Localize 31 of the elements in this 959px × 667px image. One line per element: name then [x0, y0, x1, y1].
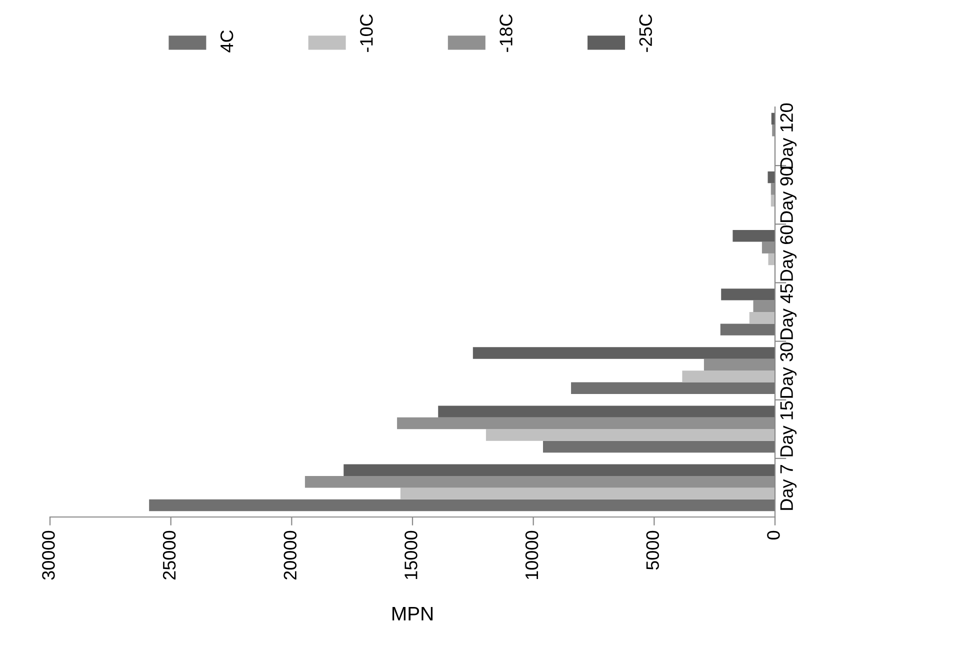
legend-label: 4C	[220, 30, 234, 52]
y-tick-label: Day 45	[780, 284, 797, 340]
x-tick-label: 15000	[404, 530, 418, 580]
x-tick-label: 25000	[162, 530, 176, 580]
x-tick-label: 0	[767, 530, 780, 540]
bar	[720, 324, 775, 336]
bar	[682, 370, 775, 382]
y-tick-label: Day 15	[780, 401, 797, 456]
x-tick-label: 20000	[284, 530, 297, 580]
bar	[472, 347, 775, 359]
bar	[486, 429, 775, 441]
y-tick-label: Day 60	[780, 226, 797, 281]
x-axis-title: MPN	[392, 607, 433, 620]
bar	[749, 312, 775, 324]
legend-label: -25C	[639, 14, 652, 52]
legend-label: -18C	[500, 14, 512, 52]
bar	[543, 440, 775, 453]
y-tick-label: Day 7	[780, 465, 797, 510]
bar	[438, 406, 775, 418]
bar	[571, 382, 775, 394]
y-tick-label: Day 30	[780, 342, 797, 398]
x-tick-label: 30000	[42, 530, 55, 580]
bar	[400, 488, 775, 500]
bar	[149, 499, 775, 512]
bar	[768, 253, 775, 266]
bar	[721, 288, 775, 300]
x-tick-label: 5000	[646, 530, 660, 570]
legend-label: -10C	[360, 14, 373, 52]
bar	[732, 230, 775, 242]
bar	[344, 464, 775, 476]
x-tick-label: 10000	[525, 530, 538, 580]
